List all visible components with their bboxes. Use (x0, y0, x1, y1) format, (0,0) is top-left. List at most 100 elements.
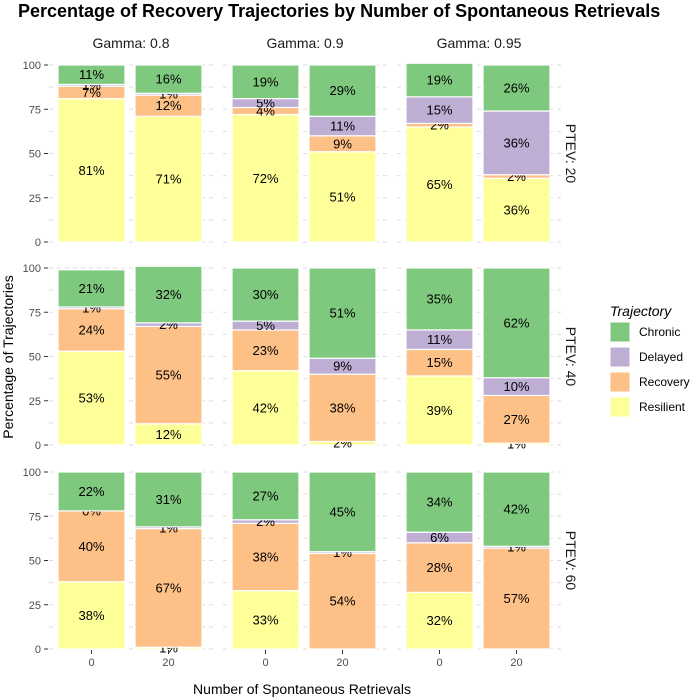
bar-segment-resilient (231, 113, 300, 243)
row-facet-label: PTEV: 40 (563, 327, 579, 387)
data-label: 16% (155, 72, 181, 87)
facet-panel: 42%23%5%30%2%38%9%51% (223, 267, 387, 451)
facet-panel: 65%2%15%19%36%2%36%26% (397, 62, 561, 243)
data-label: 81% (78, 163, 104, 178)
facet-panel: 53%24%1%21%12%55%2%32% (49, 265, 213, 446)
data-label: 38% (329, 400, 355, 415)
bar-segment-recovery (482, 547, 551, 650)
data-label: 27% (252, 488, 278, 503)
bar-segment-chronic (405, 62, 474, 98)
bar-segment-chronic (308, 267, 377, 359)
y-tick-label: 50 (29, 149, 41, 161)
data-label: 34% (426, 495, 452, 510)
data-label: 19% (426, 73, 452, 88)
bar-segment-resilient (482, 177, 551, 243)
data-label: 15% (426, 355, 452, 370)
x-tick-label: 0 (262, 657, 268, 669)
legend-swatch-recovery (609, 371, 631, 393)
column-facet-label: Gamma: 0.95 (437, 35, 522, 51)
bar-segment-resilient (405, 126, 474, 243)
data-label: 5% (256, 96, 275, 111)
y-tick-label: 0 (35, 644, 41, 656)
column-facet-label: Gamma: 0.9 (266, 35, 343, 51)
facet-panel: 38%40%0%22%1%67%1%31% (49, 471, 213, 656)
data-label: 5% (256, 318, 275, 333)
bar-segment-resilient (231, 589, 300, 650)
data-label: 15% (426, 103, 452, 118)
facet-panel: 32%28%6%34%57%1%42% (397, 471, 561, 650)
y-tick-label: 0 (35, 440, 41, 452)
data-label: 27% (503, 412, 529, 427)
row-facet-label: PTEV: 60 (563, 531, 579, 591)
data-label: 35% (426, 291, 452, 306)
data-label: 54% (329, 594, 355, 609)
bar-segment-recovery (308, 373, 377, 443)
x-tick-label: 20 (162, 657, 174, 669)
x-axis-title: Number of Spontaneous Retrievals (193, 681, 411, 697)
data-label: 12% (155, 98, 181, 113)
bar-segment-recovery (231, 522, 300, 592)
bar-segment-chronic (57, 269, 126, 308)
data-label: 32% (426, 613, 452, 628)
legend-label: Resilient (639, 400, 686, 414)
data-label: 31% (155, 492, 181, 507)
data-label: 12% (155, 427, 181, 442)
legend-swatch-chronic (609, 321, 631, 343)
data-label: 39% (426, 403, 452, 418)
bar-segment-chronic (482, 267, 551, 379)
data-label: 36% (503, 135, 529, 150)
row-facet-label: PTEV: 20 (563, 124, 579, 184)
data-label: 42% (252, 400, 278, 415)
data-label: 53% (78, 391, 104, 406)
data-label: 11% (330, 119, 355, 134)
x-tick-label: 0 (88, 657, 94, 669)
x-tick-label: 20 (336, 657, 348, 669)
bar-segment-chronic (231, 64, 300, 100)
facet-panel: 33%38%2%27%54%1%45% (223, 471, 387, 650)
data-label: 9% (333, 136, 352, 151)
bar-segment-resilient (231, 370, 300, 446)
bar-segment-chronic (308, 64, 377, 117)
data-label: 7% (82, 85, 101, 100)
bar-segment-recovery (134, 528, 203, 648)
bar-segment-resilient (57, 98, 126, 243)
bar-segment-resilient (405, 591, 474, 650)
data-label: 51% (329, 306, 355, 321)
data-label: 36% (503, 203, 529, 218)
data-label: 11% (427, 332, 452, 347)
y-tick-label: 0 (35, 237, 41, 249)
y-tick-label: 25 (29, 193, 41, 205)
bar-segment-chronic (482, 64, 551, 112)
bar-segment-chronic (308, 471, 377, 553)
data-label: 72% (252, 171, 278, 186)
data-label: 11% (79, 67, 104, 82)
data-label: 45% (329, 504, 355, 519)
facet-panel: 39%15%11%35%1%27%10%62% (397, 267, 561, 452)
y-tick-label: 25 (29, 396, 41, 408)
chart-title: Percentage of Recovery Trajectories by N… (18, 1, 660, 21)
legend-label: Delayed (639, 350, 683, 364)
bar-segment-chronic (57, 471, 126, 512)
data-label: 40% (78, 539, 104, 554)
bar-segment-chronic (57, 64, 126, 86)
data-label: 42% (503, 502, 529, 517)
data-label: 32% (155, 287, 181, 302)
bar-segment-recovery (405, 348, 474, 377)
legend: Trajectory Chronic Delayed Recovery Resilie… (609, 303, 690, 418)
bar-segment-resilient (57, 581, 126, 650)
legend-label: Recovery (639, 375, 690, 389)
bar-segment-resilient (57, 350, 126, 446)
bar-segment-recovery (308, 552, 377, 650)
bar-segment-chronic (231, 471, 300, 521)
y-tick-label: 50 (29, 556, 41, 568)
data-label: 21% (78, 281, 104, 296)
x-tick-label: 0 (436, 657, 442, 669)
data-label: 24% (78, 322, 104, 337)
facet-panel: 72%4%5%19%51%9%11%29% (223, 64, 387, 243)
bar-segment-chronic (482, 471, 551, 547)
data-label: 9% (333, 359, 352, 374)
legend-title: Trajectory (610, 303, 672, 319)
bar-segment-chronic (134, 64, 203, 94)
data-label: 57% (503, 591, 529, 606)
